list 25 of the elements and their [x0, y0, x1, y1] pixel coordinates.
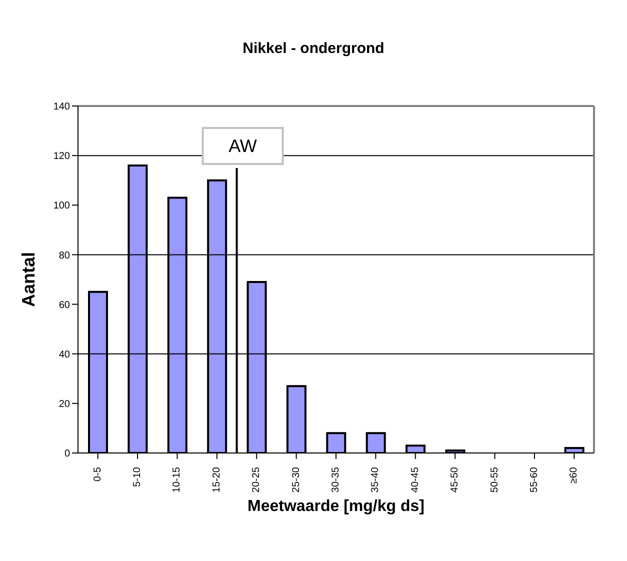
y-tick-label: 40 — [58, 349, 70, 360]
y-tick-label: 20 — [58, 398, 70, 410]
x-tick-label: 35-40 — [370, 466, 382, 493]
y-tick-label: 140 — [53, 102, 70, 113]
x-tick-label: 0-5 — [92, 466, 104, 482]
y-tick-label: 120 — [53, 151, 70, 162]
x-tick-label: 30-35 — [330, 466, 342, 493]
x-tick-label: 10-15 — [172, 466, 183, 493]
x-tick-label: 5-10 — [132, 466, 144, 488]
x-tick-label: ≥60 — [568, 466, 580, 484]
y-tick-label: 60 — [58, 300, 70, 311]
x-tick-label: 25-30 — [290, 466, 302, 493]
x-axis-title: Meetwaarde [mg/kg ds] — [248, 498, 424, 515]
x-tick-label: 45-50 — [450, 466, 461, 493]
x-tick-label: 15-20 — [211, 466, 222, 493]
y-tick-label: 0 — [64, 448, 70, 460]
x-tick-label: 40-45 — [410, 466, 421, 493]
x-tick-label: 55-60 — [528, 466, 540, 493]
y-tick-label: 80 — [58, 250, 70, 262]
y-axis-title: Aantal — [18, 252, 38, 308]
x-tick-label: 20-25 — [251, 466, 262, 493]
y-tick-label: 100 — [53, 200, 70, 212]
chart-title: Nikkel - ondergrond — [242, 40, 386, 57]
x-tick-label: 50-55 — [489, 466, 500, 493]
ref-line-label: AW — [228, 136, 257, 156]
